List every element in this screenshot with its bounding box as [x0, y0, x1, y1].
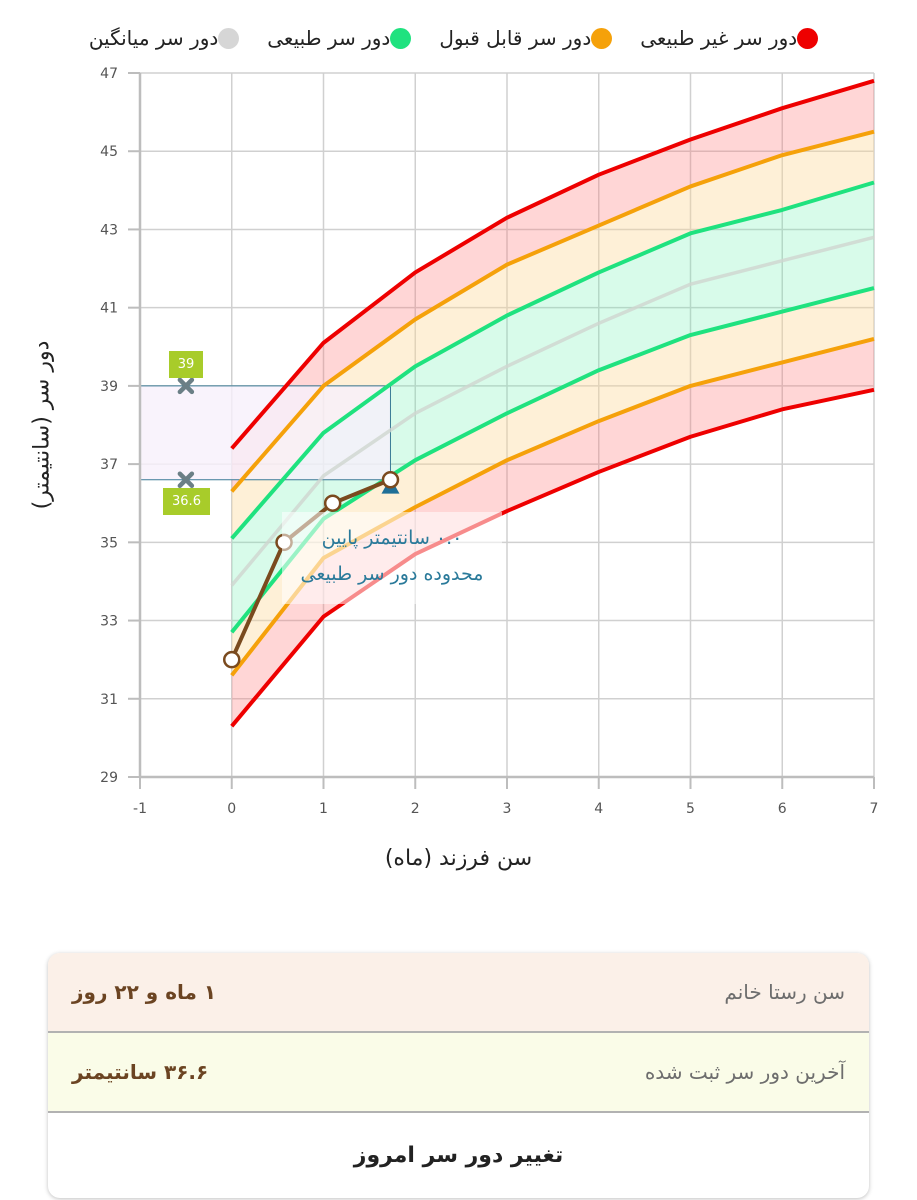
svg-text:31: 31 — [100, 692, 118, 708]
legend-item-normal[interactable]: دور سر طبیعی — [267, 26, 421, 50]
age-label: سن رستا خانم — [724, 980, 845, 1004]
legend-label: دور سر میانگین — [88, 26, 219, 50]
svg-text:47: 47 — [100, 66, 118, 82]
age-row: سن رستا خانم ۱ ماه و ۲۲ روز — [48, 953, 869, 1033]
svg-text:43: 43 — [100, 222, 118, 238]
last-hc-label: آخرین دور سر ثبت شده — [644, 1060, 845, 1084]
svg-text:2: 2 — [411, 801, 420, 817]
legend-item-average[interactable]: دور سر میانگین — [89, 26, 249, 50]
legend-label: دور سر قابل قبول — [439, 26, 592, 50]
y-axis-label: دور سر (سانتیمتر) — [29, 340, 55, 510]
last-hc-row: آخرین دور سر ثبت شده ۳۶.۶ سانتیمتر — [48, 1033, 869, 1113]
range-label-low: 36.6 — [163, 488, 210, 515]
svg-text:33: 33 — [100, 614, 118, 630]
svg-text:-1: -1 — [133, 801, 147, 817]
svg-text:0: 0 — [227, 801, 236, 817]
change-hc-today-button[interactable]: تغییر دور سر امروز — [353, 1143, 564, 1168]
reference-range — [140, 377, 391, 489]
svg-text:4: 4 — [594, 801, 603, 817]
legend-dot-green-icon — [390, 27, 412, 49]
last-hc-value: ۳۶.۶ سانتیمتر — [72, 1060, 209, 1084]
range-label-high: 39 — [169, 351, 203, 378]
status-annotation: ۰.۰ سانتیمتر پایین محدوده دور سر طبیعی — [282, 512, 502, 604]
chart-bands — [231, 80, 874, 727]
svg-text:35: 35 — [100, 535, 118, 551]
legend-dot-grey-icon — [218, 27, 240, 49]
x-axis-label: سن فرزند (ماه) — [384, 846, 533, 871]
svg-text:6: 6 — [778, 801, 787, 817]
svg-text:5: 5 — [686, 801, 695, 817]
svg-text:45: 45 — [100, 144, 118, 160]
info-card: سن رستا خانم ۱ ماه و ۲۲ روز آخرین دور سر… — [48, 953, 869, 1198]
svg-text:39: 39 — [100, 379, 118, 395]
legend-label: دور سر طبیعی — [267, 26, 391, 50]
chart-legend: دور سر غیر طبیعی دور سر قابل قبول دور سر… — [0, 18, 917, 58]
legend-item-acceptable[interactable]: دور سر قابل قبول — [439, 26, 622, 50]
legend-dot-red-icon — [797, 27, 819, 49]
legend-dot-orange-icon — [591, 27, 613, 49]
svg-text:7: 7 — [870, 801, 879, 817]
svg-text:37: 37 — [100, 457, 118, 473]
svg-text:29: 29 — [100, 770, 118, 786]
svg-text:41: 41 — [100, 301, 118, 317]
svg-text:1: 1 — [319, 801, 328, 817]
legend-item-abnormal[interactable]: دور سر غیر طبیعی — [640, 26, 828, 50]
svg-text:3: 3 — [503, 801, 512, 817]
age-value: ۱ ماه و ۲۲ روز — [72, 980, 217, 1004]
legend-label: دور سر غیر طبیعی — [640, 26, 798, 50]
annotation-line-1: ۰.۰ سانتیمتر پایین — [321, 527, 463, 549]
annotation-line-2: محدوده دور سر طبیعی — [300, 563, 484, 585]
